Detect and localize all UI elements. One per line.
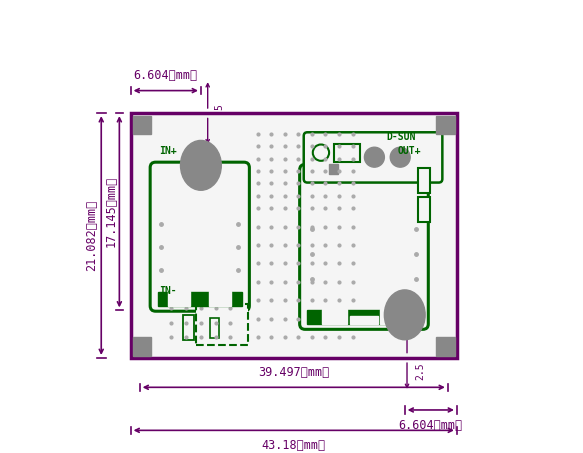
Text: IN-: IN- (159, 286, 177, 296)
Ellipse shape (181, 140, 222, 190)
Bar (419, 197, 430, 222)
Text: 39.497（mm）: 39.497（mm） (258, 366, 329, 379)
Bar (209, 291, 231, 306)
Bar (183, 315, 194, 340)
Circle shape (313, 145, 329, 161)
Bar (329, 164, 338, 174)
Bar (322, 309, 347, 324)
Bar (350, 316, 378, 324)
Text: 43.18（mm）: 43.18（mm） (262, 439, 326, 453)
Bar (419, 168, 430, 193)
FancyBboxPatch shape (150, 162, 250, 311)
Text: 2.5: 2.5 (415, 362, 425, 380)
FancyBboxPatch shape (304, 132, 442, 183)
Text: 6.604（mm）: 6.604（mm） (134, 69, 198, 82)
FancyBboxPatch shape (300, 164, 429, 329)
Text: D-SUN: D-SUN (387, 132, 416, 142)
Text: 5: 5 (215, 104, 224, 110)
Bar (133, 337, 151, 356)
Text: 6.604（mm）: 6.604（mm） (399, 419, 463, 432)
Bar (168, 291, 190, 306)
Bar (131, 113, 457, 358)
Text: 21.082（mm）: 21.082（mm） (85, 200, 98, 271)
Bar (307, 310, 420, 324)
Circle shape (364, 147, 384, 167)
Circle shape (390, 147, 410, 167)
Bar (133, 116, 151, 134)
Text: OUT-: OUT- (398, 307, 422, 317)
Text: OUT+: OUT+ (398, 146, 422, 156)
Bar (158, 292, 242, 306)
Bar (437, 116, 455, 134)
Ellipse shape (384, 290, 425, 340)
Text: IN+: IN+ (159, 146, 177, 156)
Bar (196, 304, 248, 345)
Bar (333, 144, 360, 162)
Text: 17.145（mm）: 17.145（mm） (105, 176, 118, 247)
Bar (380, 309, 405, 324)
Bar (210, 318, 219, 338)
Bar (437, 337, 455, 356)
